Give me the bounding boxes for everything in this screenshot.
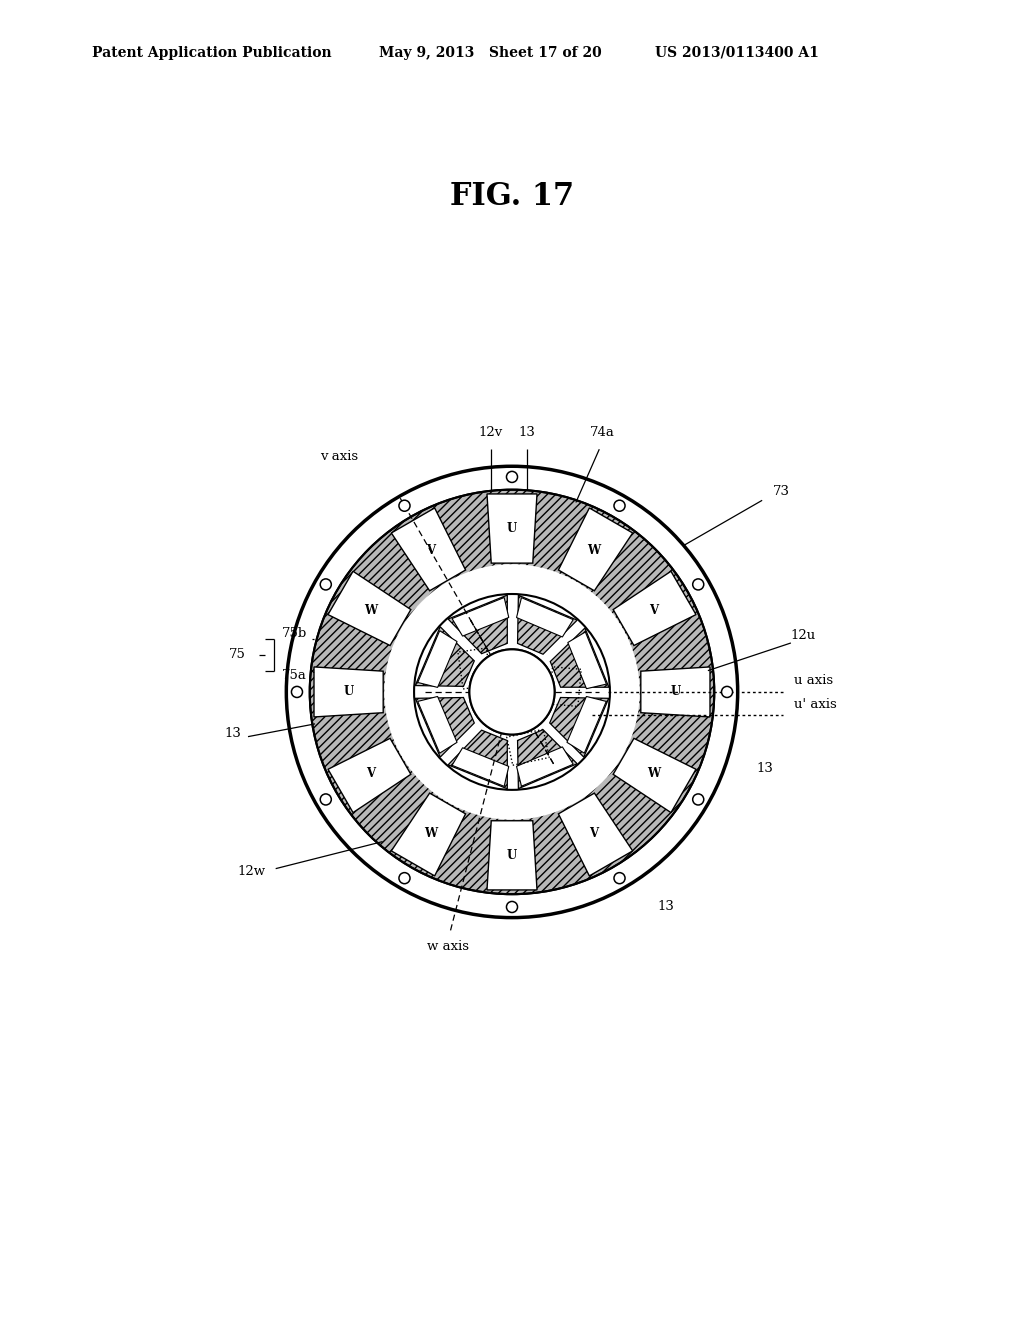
Text: U: U [671, 685, 681, 698]
Circle shape [692, 793, 703, 805]
Text: 75a: 75a [282, 669, 307, 682]
Polygon shape [516, 598, 573, 638]
Polygon shape [568, 632, 606, 689]
Text: 75b: 75b [282, 627, 307, 640]
Polygon shape [517, 595, 578, 655]
Text: U: U [343, 685, 353, 698]
Text: W: W [364, 603, 377, 616]
Circle shape [321, 579, 332, 590]
Circle shape [399, 500, 410, 511]
Polygon shape [449, 595, 507, 653]
Polygon shape [314, 667, 383, 717]
Circle shape [309, 490, 715, 894]
Circle shape [384, 564, 640, 820]
Text: 13: 13 [657, 900, 675, 913]
Circle shape [309, 490, 715, 894]
Polygon shape [391, 508, 466, 591]
Text: May 9, 2013   Sheet 17 of 20: May 9, 2013 Sheet 17 of 20 [379, 46, 602, 59]
Polygon shape [452, 747, 509, 787]
Text: 13: 13 [224, 726, 242, 739]
Polygon shape [550, 628, 609, 688]
Polygon shape [449, 730, 507, 789]
Polygon shape [641, 667, 710, 717]
Text: 73: 73 [773, 484, 790, 498]
Circle shape [399, 873, 410, 883]
Polygon shape [550, 697, 608, 758]
Text: 75: 75 [229, 648, 246, 661]
Text: 13: 13 [757, 762, 774, 775]
Polygon shape [418, 631, 457, 688]
Polygon shape [452, 598, 509, 636]
Polygon shape [516, 747, 573, 787]
Polygon shape [418, 697, 457, 754]
Text: US 2013/0113400 A1: US 2013/0113400 A1 [655, 46, 819, 59]
Circle shape [469, 649, 555, 734]
Polygon shape [416, 627, 474, 686]
Text: 13: 13 [518, 426, 536, 440]
Text: 12v: 12v [478, 426, 503, 440]
Polygon shape [487, 821, 537, 890]
Text: w axis: w axis [427, 940, 469, 953]
Polygon shape [517, 730, 578, 788]
Text: U: U [507, 849, 517, 862]
Text: 12w: 12w [238, 865, 265, 878]
Circle shape [292, 686, 302, 697]
Text: V: V [589, 826, 598, 840]
Circle shape [507, 471, 517, 482]
Text: FIG. 17: FIG. 17 [450, 181, 574, 213]
Text: U: U [507, 521, 517, 535]
Polygon shape [328, 572, 411, 645]
Text: 74a: 74a [590, 426, 615, 440]
Text: u axis: u axis [794, 675, 834, 688]
Polygon shape [613, 572, 696, 645]
Polygon shape [487, 494, 537, 564]
Circle shape [614, 873, 625, 883]
Polygon shape [567, 697, 606, 754]
Polygon shape [613, 738, 696, 813]
Text: Patent Application Publication: Patent Application Publication [92, 46, 332, 59]
Polygon shape [391, 793, 466, 876]
Circle shape [469, 649, 555, 734]
Circle shape [507, 902, 517, 912]
Circle shape [722, 686, 732, 697]
Polygon shape [558, 793, 633, 876]
Text: W: W [587, 544, 600, 557]
Circle shape [321, 793, 332, 805]
Polygon shape [558, 508, 633, 591]
Text: V: V [649, 603, 658, 616]
Text: W: W [424, 826, 437, 840]
Polygon shape [328, 738, 411, 813]
Circle shape [692, 579, 703, 590]
Polygon shape [416, 697, 474, 758]
Circle shape [614, 500, 625, 511]
Text: u' axis: u' axis [794, 698, 837, 711]
Text: V: V [426, 544, 435, 557]
Text: V: V [366, 767, 375, 780]
Text: W: W [647, 767, 660, 780]
Circle shape [414, 594, 610, 789]
Circle shape [466, 647, 558, 738]
Text: 12u: 12u [791, 628, 816, 642]
Text: v axis: v axis [321, 450, 358, 463]
